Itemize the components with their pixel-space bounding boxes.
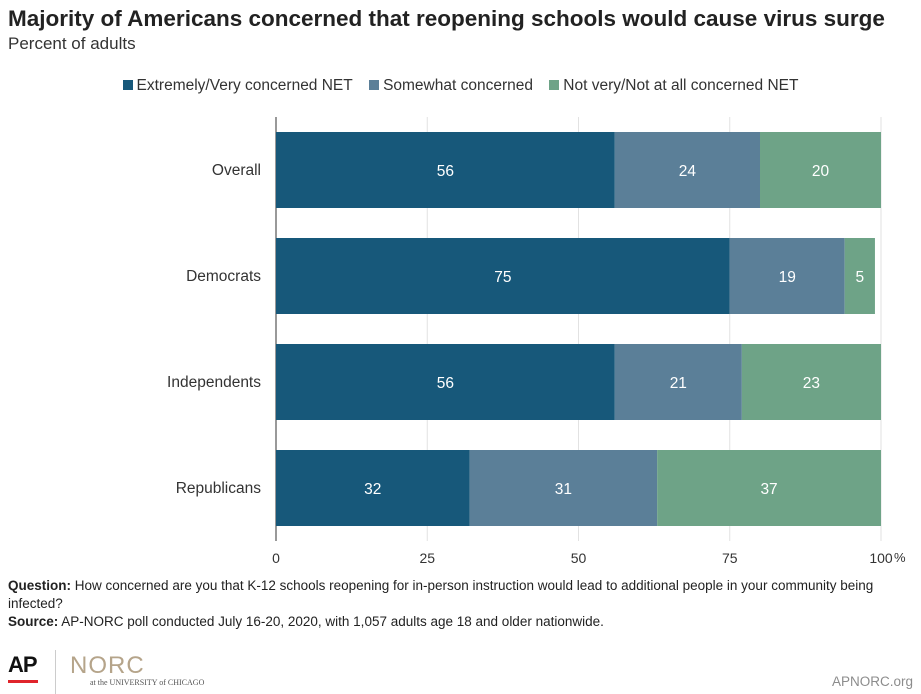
legend-label: Somewhat concerned — [383, 77, 533, 94]
data-label: 56 — [437, 375, 454, 392]
source-label: Source: — [8, 614, 59, 629]
source-note: Source: AP-NORC poll conducted July 16-2… — [8, 613, 913, 631]
bar-segment — [844, 238, 875, 314]
legend-item-somewhat: Somewhat concerned — [369, 77, 533, 95]
bar-segment — [469, 450, 658, 526]
data-label: 37 — [760, 481, 777, 498]
norc-logo: NORC — [70, 652, 145, 679]
logo-divider — [55, 650, 56, 694]
bar-segment — [276, 344, 615, 420]
legend-swatch — [122, 80, 133, 90]
data-label: 75 — [494, 269, 511, 286]
bar-segment — [276, 132, 615, 208]
source-url: APNORC.org — [831, 674, 913, 689]
x-tick-label: 0 — [272, 550, 280, 566]
norc-logo-subtitle: at the UNIVERSITY of CHICAGO — [90, 678, 205, 687]
chart-subtitle: Percent of adults — [8, 34, 136, 53]
question-text: How concerned are you that K-12 schools … — [8, 578, 874, 611]
x-unit-label: % — [894, 550, 906, 565]
data-label: 23 — [803, 375, 820, 392]
data-label: 5 — [856, 269, 865, 286]
bar-segment — [614, 132, 760, 208]
data-label: 20 — [812, 163, 830, 180]
category-label: Independents — [167, 374, 261, 391]
data-label: 19 — [779, 269, 796, 286]
bar-segment — [614, 344, 742, 420]
bar-chart: 0 25 50 75 100 % Overall 56 24 20 Democrats 75 19 5 In… — [167, 117, 906, 566]
bar-segment — [729, 238, 845, 314]
legend-label: Not very/Not at all concerned NET — [563, 77, 799, 94]
question-note: Question: How concerned are you that K-1… — [8, 577, 913, 613]
legend-item-extremely-very: Extremely/Very concerned NET — [122, 77, 353, 95]
bar-segment — [276, 238, 730, 314]
x-tick-label: 100 — [869, 550, 893, 566]
category-label: Democrats — [186, 268, 261, 285]
x-tick-label: 50 — [571, 550, 587, 566]
ap-logo: AP — [8, 652, 38, 677]
logos: AP NORC at the UNIVERSITY of CHICAGO — [8, 650, 208, 694]
legend-item-not-concerned: Not very/Not at all concerned NET — [549, 77, 798, 95]
legend-swatch — [369, 80, 380, 90]
legend-swatch — [549, 80, 560, 90]
chart-title: Majority of Americans concerned that reo… — [8, 6, 885, 31]
x-tick-label: 25 — [419, 550, 435, 566]
bar-segment — [276, 450, 470, 526]
ap-logo-bar — [8, 680, 38, 683]
data-label: 21 — [670, 375, 687, 392]
category-label: Republicans — [176, 480, 262, 497]
data-label: 24 — [679, 163, 697, 180]
source-text: AP-NORC poll conducted July 16-20, 2020,… — [61, 614, 604, 629]
chart-footer: Question: How concerned are you that K-1… — [8, 577, 913, 631]
question-label: Question: — [8, 578, 71, 593]
chart-legend: Extremely/Very concerned NET Somewhat co… — [0, 77, 921, 95]
data-label: 32 — [364, 481, 381, 498]
legend-label: Extremely/Very concerned NET — [136, 77, 353, 94]
x-tick-label: 75 — [722, 550, 738, 566]
bar-segment — [741, 344, 881, 420]
data-label: 56 — [437, 163, 454, 180]
bar-segment — [657, 450, 881, 526]
category-label: Overall — [212, 162, 261, 179]
data-label: 31 — [555, 481, 572, 498]
bar-segment — [760, 132, 881, 208]
